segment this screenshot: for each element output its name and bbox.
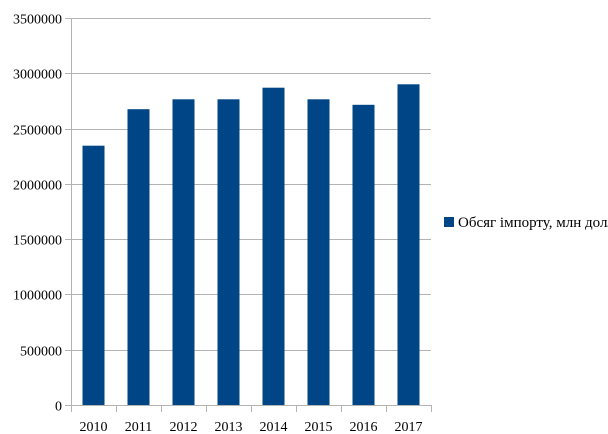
bars	[82, 84, 420, 406]
x-tick-label: 2013	[215, 420, 243, 434]
axes	[71, 18, 432, 412]
bar-2013	[217, 99, 240, 406]
bar-2017	[397, 84, 420, 406]
bar-2011	[127, 109, 150, 405]
y-tick-label: 3000000	[13, 68, 62, 83]
bar-2010	[82, 145, 105, 405]
y-tick-label: 3500000	[13, 13, 62, 28]
y-tick-label: 0	[55, 400, 62, 415]
x-tick-label: 2010	[80, 420, 108, 434]
y-tick-label: 2500000	[13, 124, 62, 139]
y-tick-label: 500000	[20, 345, 62, 360]
legend-label: Обсяг імпорту, млн долл	[458, 215, 608, 231]
x-tick-label: 2011	[125, 420, 152, 434]
x-tick-label: 2012	[170, 420, 198, 434]
legend: Обсяг імпорту, млн долл	[444, 215, 608, 231]
x-tick-labels: 2010 2011 2012 2013 2014 2015 2016 2017	[80, 420, 423, 434]
y-tick-label: 2000000	[13, 179, 62, 194]
y-tick-label: 1000000	[13, 289, 62, 304]
x-tick-label: 2017	[395, 420, 423, 434]
bar-2014	[262, 87, 285, 405]
bar-2016	[352, 104, 375, 406]
y-tick-label: 1500000	[13, 234, 62, 249]
x-tick-label: 2016	[350, 420, 378, 434]
gridlines	[65, 18, 431, 406]
bar-2012	[172, 99, 195, 406]
y-tick-labels: 0 500000 1000000 1500000 2000000 2500000 30000…	[13, 13, 62, 415]
legend-swatch	[444, 217, 454, 227]
x-tick-label: 2015	[305, 420, 333, 434]
x-tick-label: 2014	[260, 420, 288, 434]
bar-2015	[307, 99, 330, 406]
